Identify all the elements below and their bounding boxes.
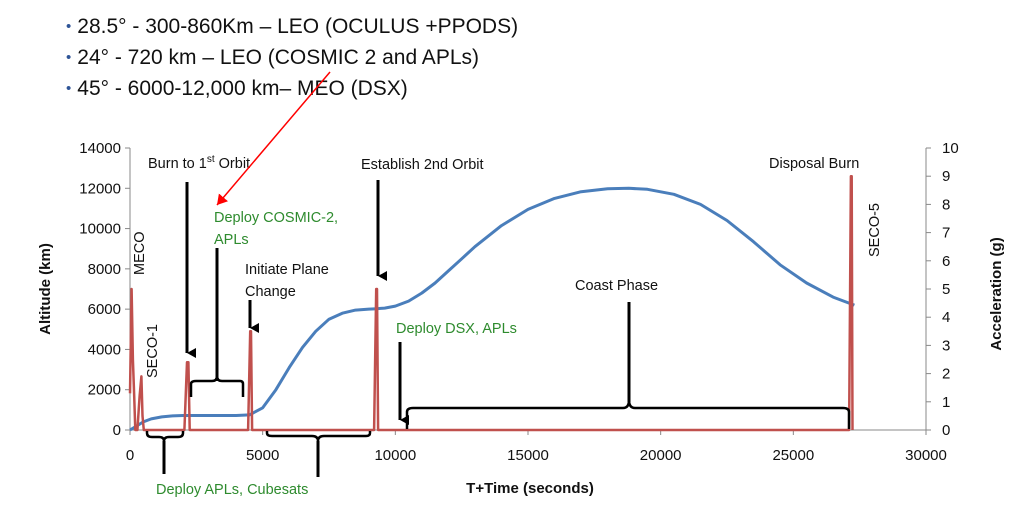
y-tick-label: 4000 (88, 341, 121, 358)
burn-first-orbit-label: Burn to 1st Orbit (148, 154, 250, 172)
bullet-text: 28.5° - 300-860Km – LEO (OCULUS +PPODS) (77, 15, 519, 38)
y2-tick-label: 0 (942, 422, 950, 439)
bullet-dot-icon: • (66, 49, 72, 66)
y-tick-label: 12000 (79, 180, 121, 197)
red-pointer-arrow-icon (216, 71, 331, 206)
bullet-list: • 28.5° - 300-860Km – LEO (OCULUS +PPODS)… (66, 12, 518, 105)
cosmic-brace-icon (189, 375, 245, 397)
x-tick-label: 30000 (905, 447, 947, 464)
y2-tick-label: 6 (942, 253, 950, 270)
bullet-text: 45° - 6000-12,000 km– MEO (DSX) (77, 77, 408, 100)
y2-tick-label: 7 (942, 225, 950, 242)
deploy-dsx-label: Deploy DSX, APLs (396, 321, 517, 337)
bullet-dot-icon: • (66, 80, 72, 97)
altitude-series-line (129, 186, 855, 432)
y-axis-title: Altitude (km) (37, 243, 54, 335)
x-axis-title: T+Time (seconds) (466, 480, 594, 497)
y-tick-label: 14000 (79, 140, 121, 157)
x-tick-label: 0 (126, 447, 134, 464)
axes: 0 2000 4000 6000 8000 10000 12000 14000 0 1 2 3 4 5 6 7… (37, 140, 1005, 497)
coast-brace-icon (405, 399, 851, 429)
x-tick-label: 25000 (772, 447, 814, 464)
y2-tick-label: 8 (942, 196, 950, 213)
plane-change-label: Initiate Plane (245, 262, 329, 278)
y-tick-label: 2000 (88, 382, 121, 399)
y2-tick-label: 3 (942, 337, 950, 354)
y2-tick-label: 2 (942, 366, 950, 383)
bullet-item: • 24° - 720 km – LEO (COSMIC 2 and APLs) (66, 43, 518, 74)
y-tick-label: 10000 (79, 221, 121, 238)
y2-axis-title: Acceleration (g) (988, 237, 1005, 350)
bullet-item: • 28.5° - 300-860Km – LEO (OCULUS +PPODS) (66, 12, 518, 43)
bullet-text: 24° - 720 km – LEO (COSMIC 2 and APLs) (77, 46, 479, 69)
x-tick-label: 10000 (374, 447, 416, 464)
establish-orbit-label: Establish 2nd Orbit (361, 157, 484, 173)
y2-tick-label: 10 (942, 140, 959, 157)
x-tick-label: 5000 (246, 447, 279, 464)
bullet-item: • 45° - 6000-12,000 km– MEO (DSX) (66, 74, 518, 105)
disposal-burn-label: Disposal Burn (769, 156, 859, 172)
series (128, 174, 855, 432)
bullet-dot-icon: • (66, 18, 72, 35)
meco-label: MECO (132, 232, 148, 276)
annotations: Burn to 1st Orbit Establish 2nd Orbit Di… (132, 71, 883, 498)
plane-change-label-2: Change (245, 284, 296, 300)
y-tick-label: 0 (113, 422, 121, 439)
plane-change-brace-icon (265, 431, 372, 442)
y-tick-label: 6000 (88, 301, 121, 318)
deploy-cubesats-label: Deploy APLs, Cubesats (156, 482, 308, 498)
coast-phase-label: Coast Phase (575, 278, 658, 294)
acceleration-series-line (128, 174, 854, 432)
y2-tick-label: 9 (942, 168, 950, 185)
y-tick-label: 8000 (88, 261, 121, 278)
seco5-label: SECO-5 (867, 203, 883, 257)
y2-tick-label: 4 (942, 309, 950, 326)
deploy-cosmic-label: Deploy COSMIC-2, (214, 210, 338, 226)
deploy-cosmic-label-2: APLs (214, 232, 249, 248)
x-tick-label: 15000 (507, 447, 549, 464)
y2-tick-label: 1 (942, 394, 950, 411)
seco1-label: SECO-1 (145, 324, 161, 378)
cubesat-brace-icon (145, 431, 185, 442)
x-tick-label: 20000 (640, 447, 682, 464)
y2-tick-label: 5 (942, 281, 950, 298)
